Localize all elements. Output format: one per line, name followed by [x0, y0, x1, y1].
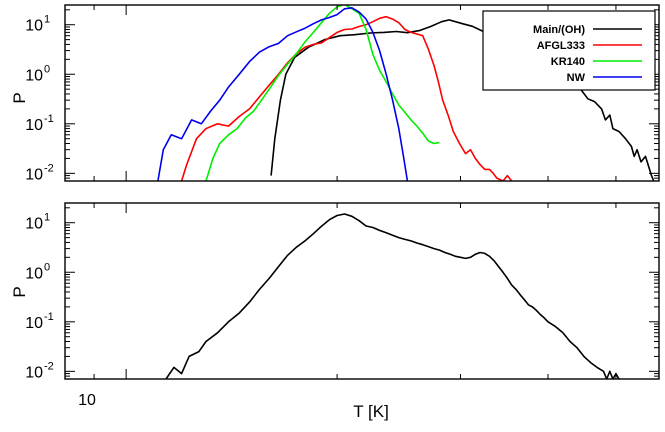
top-y-tick-label--1: 10: [25, 117, 43, 134]
top-y-tick-label-0: 10: [25, 67, 43, 84]
bottom-y-tick-exponent-0: 0: [44, 261, 50, 273]
legend-label-kr140: KR140: [551, 56, 585, 68]
legend-label-nw: NW: [567, 72, 586, 84]
top-y-tick-exponent-0: 0: [44, 63, 50, 75]
bottom-y-tick-label--2: 10: [25, 364, 43, 381]
top-y-tick-label-1: 10: [25, 18, 43, 35]
bottom-y-tick-exponent-1: 1: [44, 212, 50, 224]
bottom-y-tick-label--1: 10: [25, 315, 43, 332]
bottom-y-tick-exponent--1: -1: [44, 311, 54, 323]
top-y-tick-exponent--2: -2: [44, 162, 54, 174]
top-y-tick-label--2: 10: [25, 166, 43, 183]
bottom-y-tick-label-0: 10: [25, 265, 43, 282]
legend-label-afgl333: AFGL333: [537, 40, 585, 52]
x-tick-label-10: 10: [78, 392, 96, 409]
bottom-y-axis-label: P: [10, 286, 29, 297]
top-y-tick-exponent--1: -1: [44, 113, 54, 125]
bottom-y-tick-label-1: 10: [25, 216, 43, 233]
top-y-axis-label: P: [10, 92, 29, 103]
x-axis-label: T [K]: [353, 402, 389, 421]
legend: Main/(OH) AFGL333 KR140 NW: [483, 11, 655, 90]
top-y-tick-exponent-1: 1: [44, 14, 50, 26]
legend-label-main-oh: Main/(OH): [533, 24, 585, 36]
bottom-y-tick-exponent--2: -2: [44, 360, 54, 372]
